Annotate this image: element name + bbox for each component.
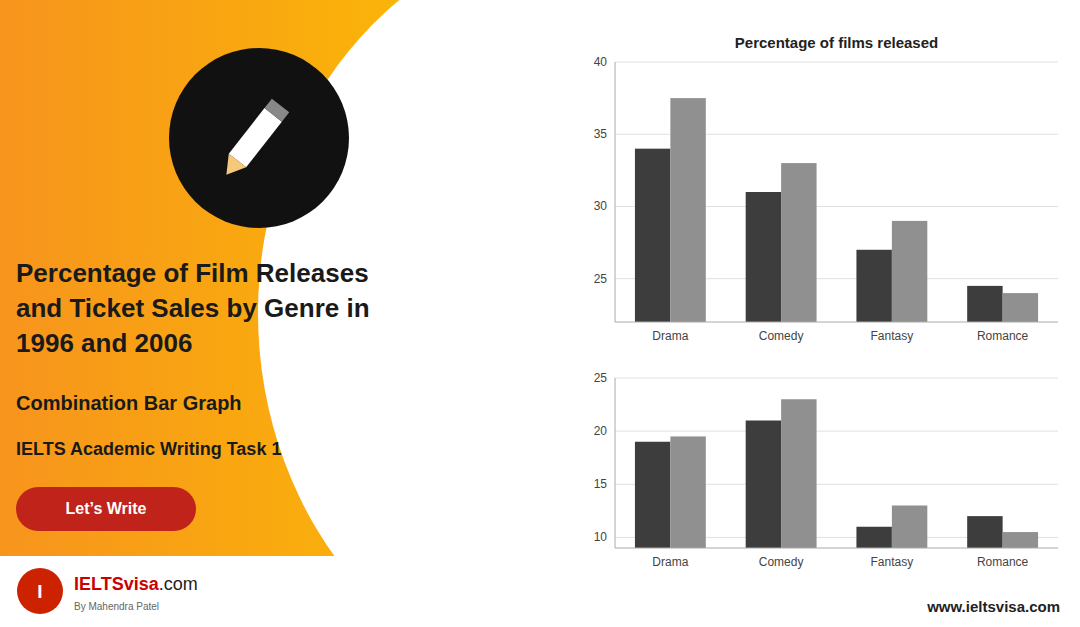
x-tick-label: Fantasy [871,329,914,343]
bar [781,163,816,322]
poster: Percentage of Film Releases and Ticket Sa… [0,0,1080,627]
y-axis-line [615,62,616,322]
bars [635,399,1038,548]
bar [635,149,670,322]
grid-line [615,431,1058,432]
title: Percentage of Film Releases and Ticket Sa… [16,258,370,358]
y-tick-label: 25 [594,371,608,385]
bar [781,399,816,548]
logo-strip [0,556,562,627]
bar [746,421,781,549]
subtitle: IELTS Academic Writing Task 1 [16,439,281,459]
pencil-icon [169,48,349,228]
button[interactable] [16,487,196,531]
x-tick-label: Romance [977,555,1029,569]
y-tick-label: 35 [594,127,608,141]
y-tick-label: 10 [594,530,608,544]
grid-line [615,378,1058,379]
left-panel [0,0,562,627]
bar [967,516,1002,548]
x-axis-line [615,548,1058,549]
bar [967,286,1002,322]
y-tick-label: 20 [594,424,608,438]
icon-circle [169,48,349,228]
logo-letter: I [37,581,42,602]
bar [892,221,927,322]
grid-line [615,62,1058,63]
logo-byline: By Mahendra Patel [74,601,159,612]
logo-domain: .com [159,574,198,594]
logo-text: IELTSvisa.com [74,574,198,594]
title-line: and Ticket Sales by Genre in [16,293,370,323]
bar [856,527,891,548]
bar [635,442,670,548]
bar [1003,293,1038,322]
button-label[interactable]: Let’s Write [66,500,147,517]
pencil [218,99,290,182]
x-tick-label: Comedy [759,555,804,569]
bar-chart: 10 15 20 25 Drama Comedy Fantasy Romance [594,371,1058,627]
logo-circle [17,568,63,614]
title-line: 1996 and 2006 [16,328,192,358]
bar [1003,532,1038,548]
subtitle: Combination Bar Graph [16,392,242,414]
y-tick-label: 40 [594,55,608,69]
pencil-tip [218,154,246,182]
bar [670,436,705,548]
bar [670,98,705,322]
y-tick-label: 15 [594,477,608,491]
chart-title: Percentage of films released [735,34,938,51]
y-tick-label: 25 [594,272,608,286]
y-axis-line [615,378,616,548]
y-tick-label: 30 [594,199,608,213]
x-tick-label: Drama [652,555,688,569]
logo-name: IELTSvisa [74,574,160,594]
pencil-body [229,108,282,167]
bars [635,98,1038,322]
x-tick-label: Fantasy [871,555,914,569]
x-tick-label: Comedy [759,329,804,343]
x-axis-line [615,322,1058,323]
website: www.ieltsvisa.com [926,598,1060,615]
x-tick-label: Drama [652,329,688,343]
x-tick-label: Romance [977,329,1029,343]
bar [746,192,781,322]
title-line: Percentage of Film Releases [16,258,369,288]
bar [892,506,927,549]
pencil-eraser [264,99,289,122]
bar [856,250,891,322]
